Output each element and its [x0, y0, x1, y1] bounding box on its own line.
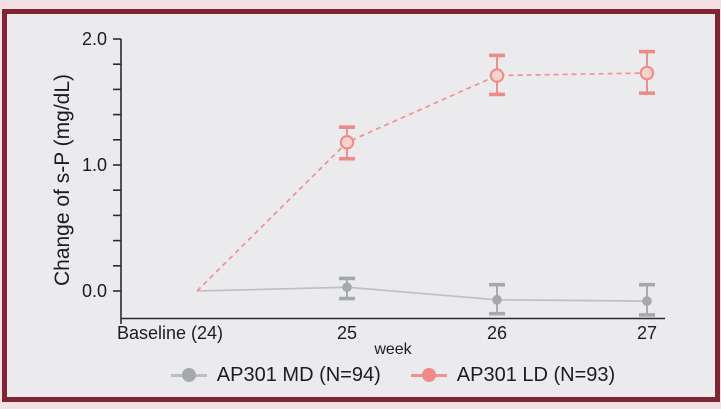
x-tick-label-week26: 26 [486, 323, 508, 343]
legend-item-ap301-md: AP301 MD (N=94) [170, 363, 381, 387]
x-axis-title: week [374, 341, 412, 358]
legend-marker-gray-icon [170, 368, 207, 382]
x-tick-label-week27: 27 [636, 323, 658, 343]
legend-label-ap301-md: AP301 MD (N=94) [216, 363, 381, 386]
x-tick-label-baseline: Baseline (24) [116, 323, 224, 343]
legend-label-ap301-ld: AP301 LD (N=93) [456, 363, 616, 386]
y-tick-label-0.0: 0.0 [81, 281, 107, 301]
legend-item-ap301-ld: AP301 LD (N=93) [410, 363, 616, 387]
chart-legend: AP301 MD (N=94) AP301 LD (N=93) [107, 360, 679, 390]
y-axis-title: Change of s-P (mg/dL) [51, 73, 74, 287]
y-tick-label-2.0: 2.0 [81, 29, 107, 49]
legend-marker-pink-icon [410, 368, 447, 382]
chart-plot-area [113, 38, 665, 324]
y-tick-label-1.0: 1.0 [81, 155, 107, 175]
x-tick-label-week25: 25 [336, 323, 358, 343]
chart-frame: 2.0 1.0 0.0 Change of s-P (mg/dL) Baseli… [2, 9, 720, 402]
